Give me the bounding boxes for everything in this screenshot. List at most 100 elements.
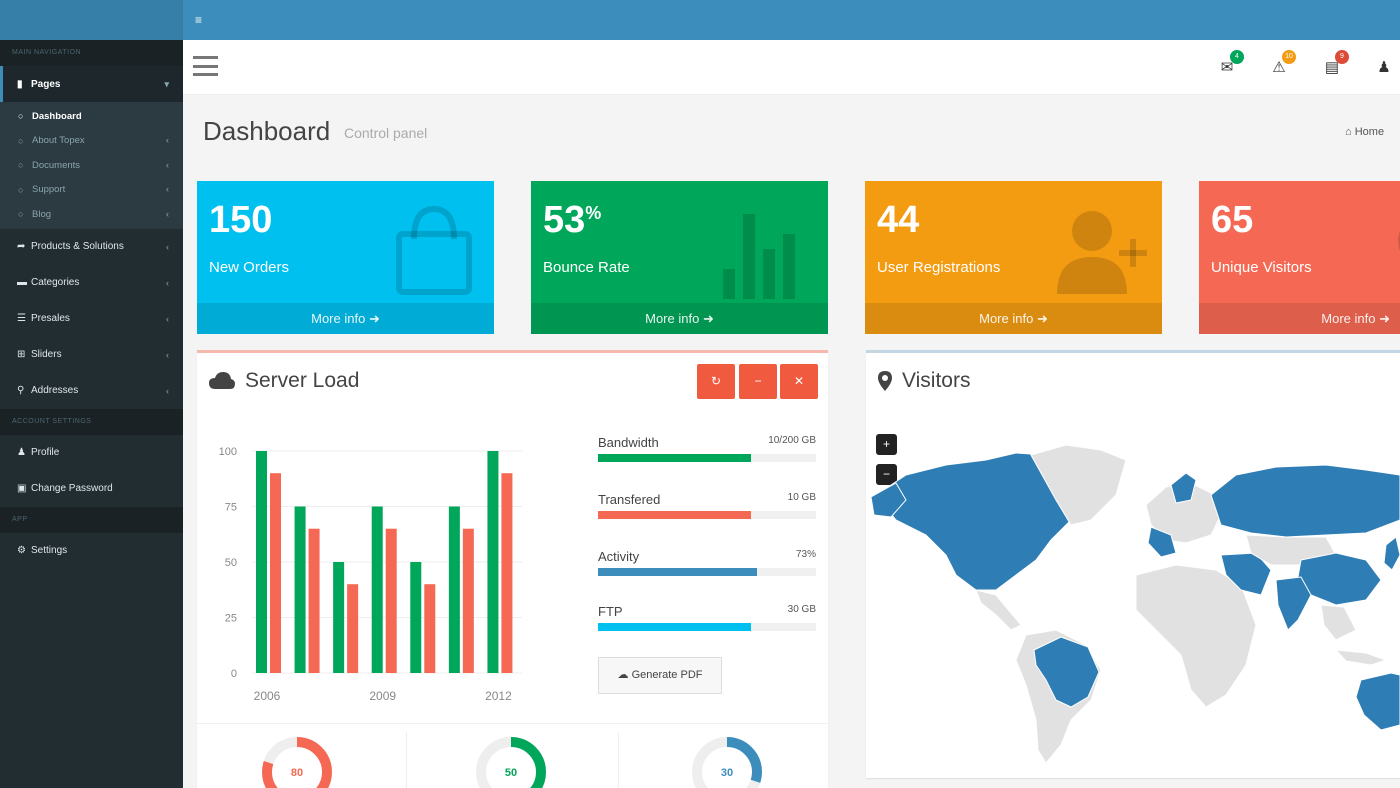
progress-transfered: Transfered 10 GB (598, 492, 816, 519)
knob-row: 80 50 30 (197, 723, 828, 788)
user-add-icon (1057, 211, 1147, 294)
sidebar-item-label: Pages (31, 78, 61, 90)
circle-icon: ○ (18, 111, 24, 122)
pie-chart-icon (1398, 231, 1400, 251)
generate-pdf-button[interactable]: ☁ Generate PDF (598, 657, 722, 694)
minus-icon: − (754, 374, 762, 388)
circle-icon: ○ (18, 209, 24, 220)
folder-icon: ▬ (17, 277, 27, 288)
more-info-link[interactable]: More info ➜ (531, 303, 828, 334)
user-menu-button[interactable]: ♟ (1370, 54, 1398, 82)
map-zoom-out-button[interactable]: − (876, 464, 897, 485)
chevron-left-icon: ‹ (165, 184, 169, 196)
sidebar-item-addresses[interactable]: ⚲ Addresses ‹ (0, 373, 183, 409)
chevron-left-icon: ‹ (165, 159, 169, 171)
world-map[interactable] (866, 425, 1400, 781)
user-icon: ♟ (17, 447, 26, 458)
map-region-central-america (975, 589, 1022, 631)
stat-label: User Registrations (877, 259, 1001, 276)
chevron-left-icon: ‹ (166, 385, 169, 396)
stat-value: 44 (877, 199, 920, 241)
more-info-link[interactable]: More info ➜ (865, 303, 1162, 334)
topbar-toggle-icon[interactable]: ≡ (195, 13, 203, 27)
tasks-button[interactable]: ▤ 9 (1318, 50, 1349, 82)
knob-arc[interactable] (692, 737, 762, 788)
chevron-left-icon: ‹ (165, 208, 169, 220)
knob-gauges: 80 50 30 (262, 737, 762, 788)
map-region-north-america (875, 452, 1072, 591)
map-region-japan (1383, 536, 1400, 571)
sidebar-item-presales[interactable]: ☰ Presales ‹ (0, 301, 183, 337)
breadcrumb-home[interactable]: Home (1354, 126, 1385, 138)
bar (424, 584, 436, 673)
sidebar-item-profile[interactable]: ♟ Profile (0, 435, 183, 471)
warning-icon: ⚠ (1272, 59, 1286, 76)
refresh-button[interactable]: ↻ (697, 364, 735, 399)
messages-button[interactable]: ✉ 4 (1213, 50, 1244, 82)
hamburger-line (193, 64, 218, 68)
sidebar-item-settings[interactable]: ⚙ Settings (0, 533, 183, 569)
submenu-item-support[interactable]: ○ Support ‹ (0, 178, 183, 203)
refresh-icon: ↻ (710, 374, 722, 388)
notifications-button[interactable]: ⚠ 10 (1265, 50, 1296, 82)
more-info-link[interactable]: More info ➜ (1199, 303, 1400, 334)
submenu-item-about[interactable]: ○ About Topex ‹ (0, 129, 183, 154)
progress-track (598, 623, 816, 631)
sidebar-item-change-password[interactable]: ▣ Change Password (0, 471, 183, 507)
submenu-item-documents[interactable]: ○ Documents ‹ (0, 153, 183, 178)
knob-arc[interactable] (262, 737, 332, 788)
breadcrumb[interactable]: ⌂ Home (1345, 126, 1384, 138)
arrow-circle-right-icon: ➜ (1036, 311, 1048, 326)
bar (448, 506, 460, 673)
progress-fill (598, 511, 751, 519)
map-region-africa (1135, 564, 1257, 708)
bar (308, 528, 320, 673)
sidebar-item-sliders[interactable]: ⊞ Sliders ‹ (0, 337, 183, 373)
panel-header: Server Load (209, 369, 359, 393)
map-zoom-in-button[interactable]: + (876, 434, 897, 455)
circle-icon: ○ (18, 160, 24, 171)
chevron-down-icon: ▾ (164, 78, 169, 89)
map-region-western-europe (1147, 526, 1177, 558)
panel-header: Visitors (878, 369, 970, 393)
sidebar-item-products[interactable]: ➦ Products & Solutions ‹ (0, 229, 183, 265)
submenu-item-dashboard[interactable]: ○ Dashboard (0, 104, 183, 129)
progress-label: Transfered (598, 492, 661, 507)
map-region-brazil (1033, 636, 1100, 708)
sidebar-toggle-button[interactable] (193, 56, 218, 76)
sidebar-header-account: ACCOUNT SETTINGS (0, 408, 183, 435)
messages-badge: 4 (1230, 50, 1244, 64)
stat-value: 150 (209, 199, 273, 241)
divider (406, 732, 407, 788)
bar (270, 473, 281, 673)
chevron-left-icon: ‹ (166, 313, 169, 324)
progress-track (598, 568, 816, 576)
sidebar-item-pages[interactable]: ▮ Pages ▾ (0, 66, 183, 102)
collapse-button[interactable]: − (739, 364, 777, 399)
server-load-bar-chart: 0 25 50 75 100 2006 2009 2012 (219, 446, 522, 703)
progress-value: 10 GB (787, 492, 816, 503)
submenu-item-blog[interactable]: ○ Blog ‹ (0, 202, 183, 227)
sidebar-header-app: APP (0, 506, 183, 533)
knob-value: 80 (291, 767, 303, 779)
navbar: ✉ 4 ⚠ 10 ▤ 9 ♟ (183, 40, 1400, 95)
progress-label: Bandwidth (598, 435, 659, 450)
map-region-china (1297, 552, 1382, 606)
map-region-greenland (1030, 444, 1127, 526)
y-tick-label: 0 (231, 668, 237, 680)
knob-arc[interactable] (476, 737, 546, 788)
logo-area[interactable] (0, 0, 183, 40)
bar-chart-icon (723, 214, 795, 299)
divider (618, 732, 619, 788)
bar (385, 528, 397, 673)
submenu-item-label: Dashboard (32, 110, 82, 122)
chevron-left-icon: ‹ (166, 241, 169, 252)
progress-value: 30 GB (787, 604, 816, 615)
progress-value: 73% (795, 549, 816, 560)
tasks-icon: ▤ (1324, 59, 1340, 76)
more-info-link[interactable]: More info ➜ (197, 303, 494, 334)
server-load-panel: Server Load ↻ − ✕ 0 25 50 75 100 2006 2009 2012… (197, 350, 828, 788)
sidebar-item-categories[interactable]: ▬ Categories ‹ (0, 265, 183, 301)
close-button[interactable]: ✕ (780, 364, 818, 399)
share-icon: ➦ (17, 241, 26, 252)
